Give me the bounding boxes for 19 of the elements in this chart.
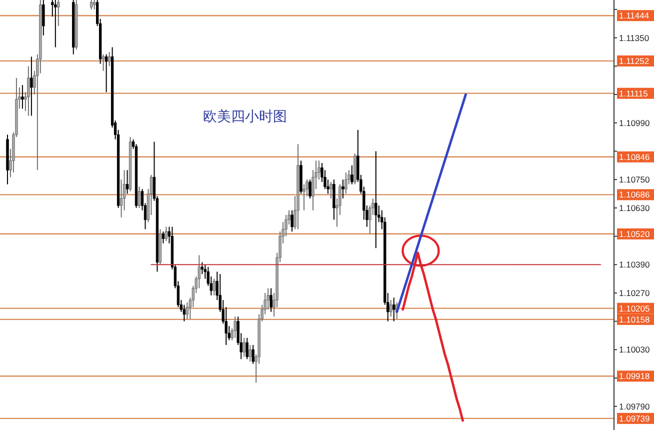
ref-line-label: 1.11252 — [619, 56, 650, 66]
ref-line-label: 1.09918 — [619, 371, 650, 382]
ref-line-label: 1.09739 — [619, 413, 650, 424]
ref-line-label: 1.10205 — [619, 303, 650, 314]
y-tick-label: 1.10270 — [619, 288, 650, 298]
y-tick-label: 1.10750 — [619, 174, 650, 185]
y-tick-label: 1.10030 — [619, 344, 650, 355]
ref-line-label: 1.10158 — [619, 314, 650, 324]
ref-line-label: 1.11444 — [619, 10, 650, 21]
y-tick-label: 1.10630 — [619, 202, 650, 213]
ref-line-label: 1.10686 — [619, 190, 650, 200]
y-tick-label: 1.11350 — [619, 32, 650, 43]
ref-line-label: 1.11115 — [619, 88, 648, 98]
y-tick-label: 1.10390 — [619, 260, 650, 270]
y-tick-label: 1.09790 — [619, 401, 650, 412]
text: 欧美四小时图 — [202, 108, 287, 125]
y-tick-label: 1.10990 — [619, 118, 650, 128]
ref-line-label: 1.10846 — [619, 152, 650, 162]
ref-line-label: 1.10520 — [619, 228, 650, 239]
